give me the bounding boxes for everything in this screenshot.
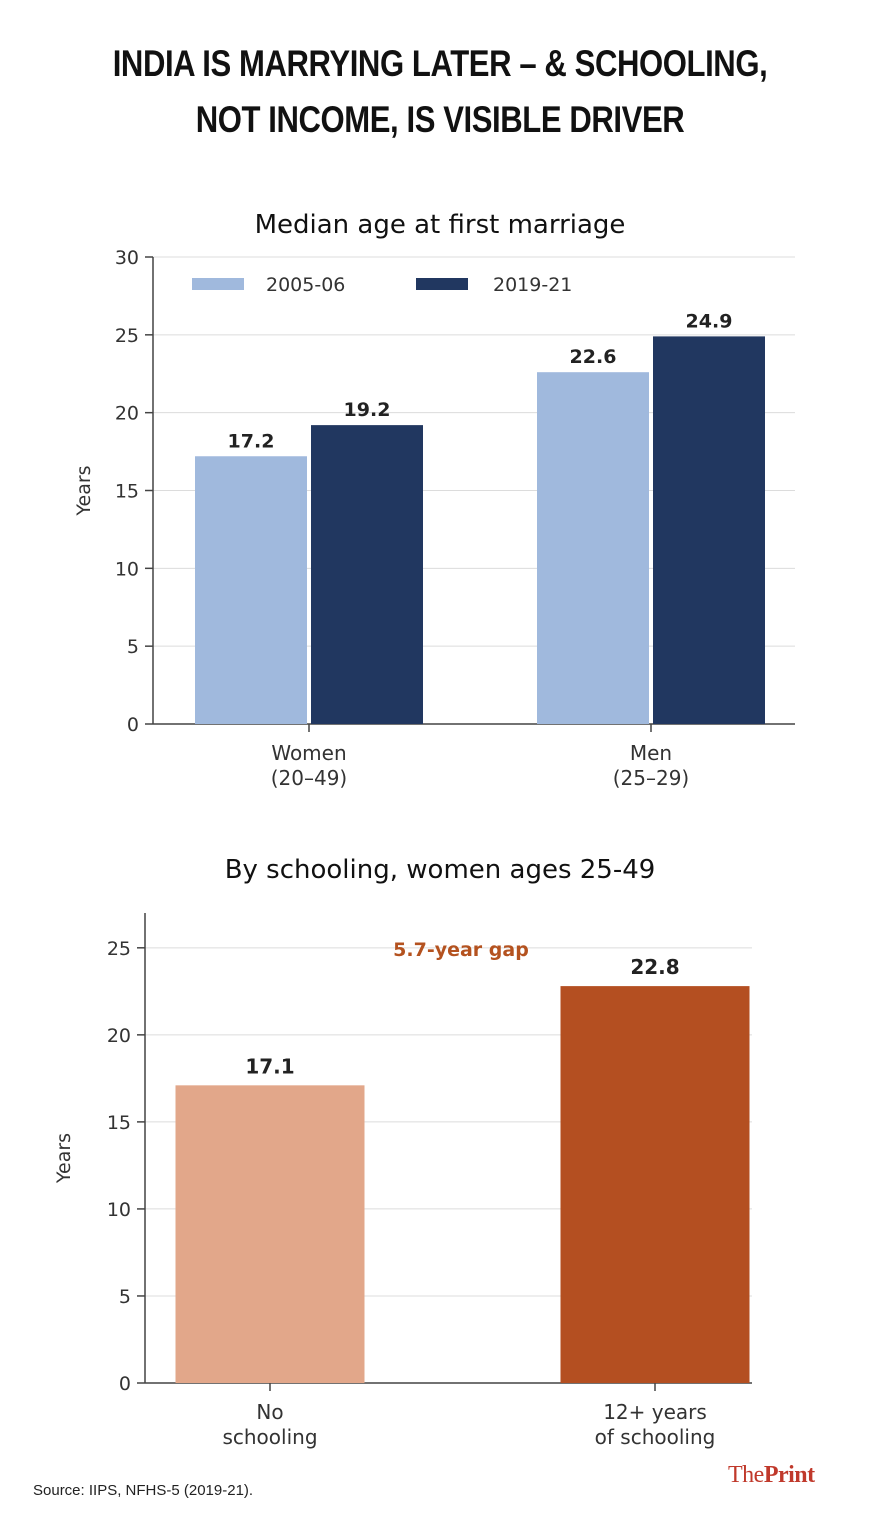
x-tick-label: schooling (222, 1425, 317, 1449)
legend-label: 2019-21 (493, 274, 572, 296)
x-tick-label: Women (271, 741, 346, 765)
y-tick-label: 5 (119, 1286, 131, 1308)
data-label: 22.6 (570, 346, 617, 368)
y-tick-label: 10 (115, 558, 139, 580)
data-label: 17.1 (245, 1054, 294, 1078)
x-tick-label: (20–49) (271, 766, 348, 790)
source-note: Source: IIPS, NFHS-5 (2019-21). (33, 1482, 254, 1499)
legend-label: 2005-06 (266, 274, 345, 296)
bar-2005-06 (195, 456, 307, 724)
x-tick-label: Men (630, 741, 672, 765)
y-tick-label: 20 (107, 1025, 131, 1047)
y-tick-label: 15 (107, 1112, 131, 1134)
y-tick-label: 30 (115, 247, 139, 269)
bar-2019-21 (653, 336, 765, 724)
headline: INDIA IS MARRYING LATER – & SCHOOLING, N… (70, 36, 809, 148)
chart-1: 0 5 10 15 20 25 30 Years 17.2 19.2 Women(20–49) 22.… (73, 247, 795, 790)
y-tick-label: 0 (119, 1373, 131, 1395)
data-label: 24.9 (686, 310, 733, 332)
legend-swatch (416, 278, 468, 290)
y-tick-label: 20 (115, 403, 139, 425)
headline-line-2: NOT INCOME, IS VISIBLE DRIVER (195, 99, 685, 140)
gap-annotation: 5.7-year gap (393, 939, 529, 961)
chart-2-title: By schooling, women ages 25-49 (224, 855, 656, 885)
x-tick-label: No (256, 1400, 283, 1424)
theprint-logo: ThePrint (728, 1462, 815, 1488)
bar (560, 986, 750, 1383)
x-tick-label: 12+ years (603, 1400, 707, 1424)
y-tick-label: 10 (107, 1199, 131, 1221)
y-tick-label: 25 (107, 938, 131, 960)
y-tick-label: 5 (127, 636, 139, 658)
data-label: 17.2 (228, 430, 275, 452)
x-tick-label: (25–29) (613, 766, 690, 790)
y-axis-title: Years (73, 465, 95, 516)
headline-line-1: INDIA IS MARRYING LATER – & SCHOOLING, (112, 43, 768, 84)
y-tick-label: 25 (115, 325, 139, 347)
data-label: 19.2 (344, 399, 391, 421)
bar (175, 1085, 365, 1383)
bar-2019-21 (311, 425, 423, 724)
y-axis-title: Years (53, 1133, 75, 1184)
data-label: 22.8 (630, 955, 679, 979)
y-tick-label: 0 (127, 714, 139, 736)
legend-swatch (192, 278, 244, 290)
bar-2005-06 (537, 372, 649, 724)
y-tick-label: 15 (115, 481, 139, 503)
x-tick-label: of schooling (595, 1425, 716, 1449)
chart-1-title: Median age at first marriage (254, 210, 626, 240)
